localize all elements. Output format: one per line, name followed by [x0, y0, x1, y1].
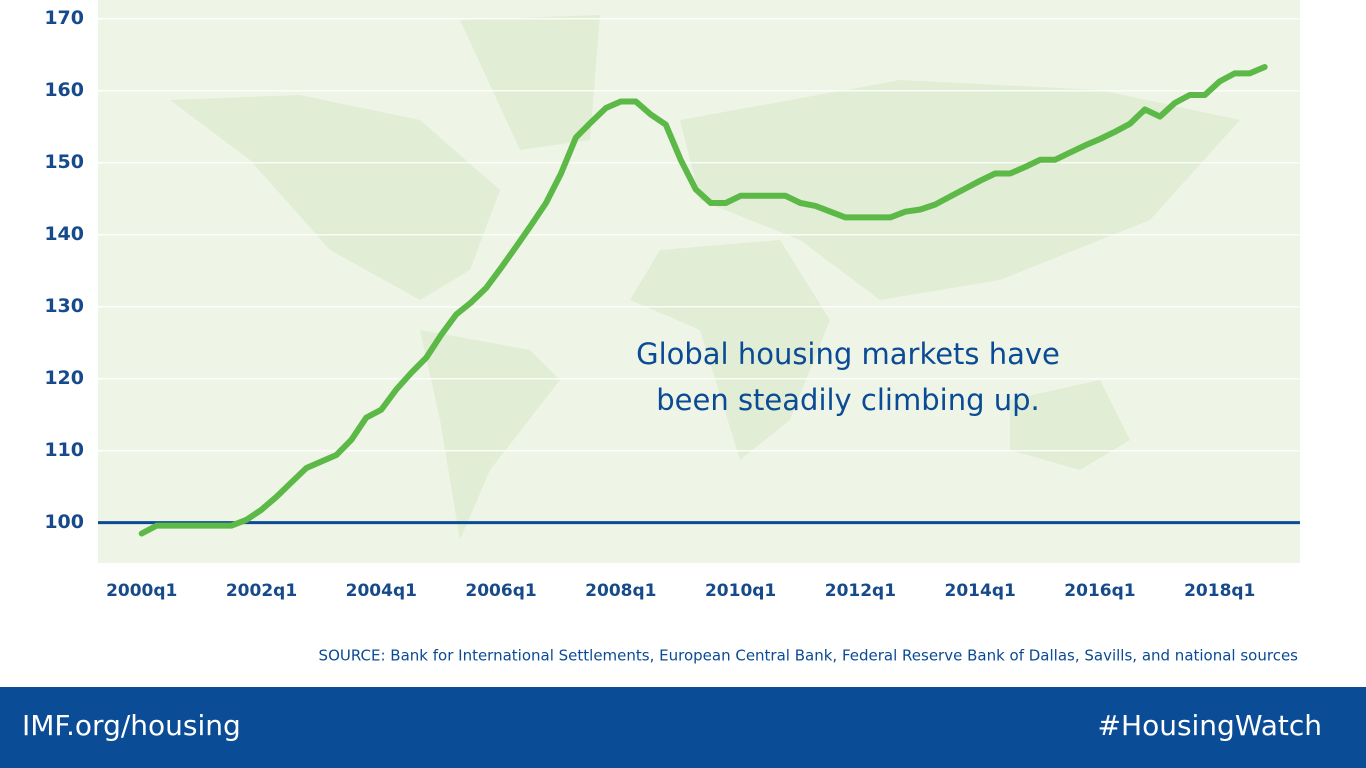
- y-tick-label: 120: [44, 367, 84, 389]
- x-tick-label: 2016q1: [1064, 581, 1135, 601]
- y-tick-label: 110: [44, 439, 84, 461]
- annotation: been steadily climbing up.: [656, 383, 1039, 417]
- x-tick-label: 2004q1: [346, 581, 417, 601]
- x-tick-label: 2008q1: [585, 581, 656, 601]
- y-tick-label: 150: [44, 151, 84, 173]
- x-tick-label: 2014q1: [945, 581, 1016, 601]
- y-tick-label: 140: [44, 223, 84, 245]
- x-tick-label: 2002q1: [226, 581, 297, 601]
- y-tick-label: 170: [44, 7, 84, 29]
- annotation: Global housing markets have: [636, 337, 1060, 371]
- y-tick-label: 160: [44, 79, 84, 101]
- footer-bar: [0, 687, 1366, 768]
- x-tick-label: 2006q1: [465, 581, 536, 601]
- x-tick-label: 2012q1: [825, 581, 896, 601]
- x-tick-label: 2010q1: [705, 581, 776, 601]
- x-tick-label: 2000q1: [106, 581, 177, 601]
- data-line: [138, 64, 1268, 537]
- source-note: SOURCE: Bank for International Settlemen…: [319, 647, 1299, 665]
- footer-hashtag: #HousingWatch: [1098, 709, 1322, 742]
- x-tick-label: 2018q1: [1184, 581, 1255, 601]
- y-tick-label: 130: [44, 295, 84, 317]
- footer-link: IMF.org/housing: [22, 709, 241, 742]
- y-tick-label: 100: [44, 511, 84, 533]
